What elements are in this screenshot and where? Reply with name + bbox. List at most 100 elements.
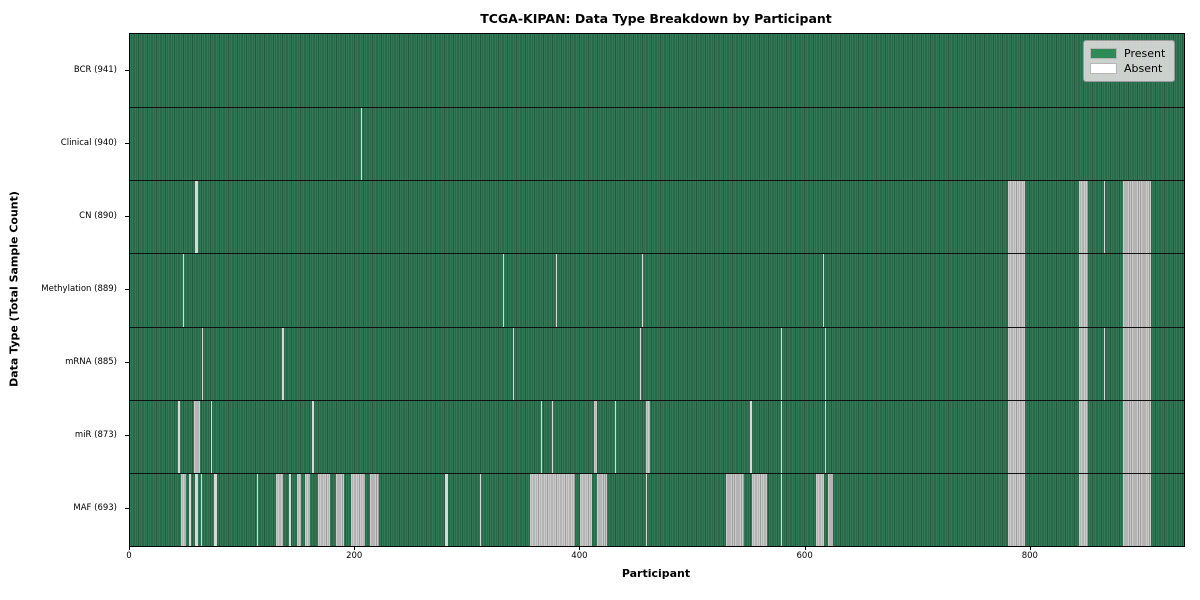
- absent-stripe: [360, 108, 362, 181]
- absent-stripe: [214, 473, 217, 546]
- plot-area: [129, 33, 1185, 547]
- absent-stripe: [645, 473, 647, 546]
- absent-stripe: [312, 400, 314, 473]
- legend-entry-present: Present: [1090, 46, 1167, 61]
- absent-stripe: [640, 327, 642, 400]
- absent-stripe: [815, 473, 824, 546]
- absent-stripe: [336, 473, 344, 546]
- absent-stripe: [202, 327, 204, 400]
- absent-stripe: [178, 400, 180, 473]
- absent-stripe: [580, 473, 592, 546]
- heatmap-row-mir: [130, 399, 1184, 473]
- absent-stripe: [445, 473, 448, 546]
- absent-stripe: [257, 473, 259, 546]
- absent-stripe: [1008, 327, 1026, 400]
- heatmap-row-cn: [130, 180, 1184, 254]
- absent-swatch-icon: [1090, 63, 1117, 74]
- absent-stripe: [725, 473, 744, 546]
- x-tick-mark: [804, 546, 806, 550]
- x-tick-label: 0: [126, 551, 132, 561]
- y-tick-mark: [125, 69, 129, 71]
- absent-stripe: [828, 473, 833, 546]
- y-tick-mark: [125, 142, 129, 144]
- absent-stripe: [276, 473, 284, 546]
- absent-stripe: [1104, 181, 1106, 254]
- legend-label: Present: [1124, 47, 1166, 60]
- chart-title: TCGA-KIPAN: Data Type Breakdown by Parti…: [480, 11, 832, 26]
- absent-stripe: [1123, 327, 1152, 400]
- heatmap-row-bcr: [130, 34, 1184, 108]
- absent-stripe: [194, 400, 200, 473]
- absent-stripe: [304, 473, 311, 546]
- absent-stripe: [1123, 254, 1152, 327]
- absent-stripe: [195, 473, 198, 546]
- absent-stripe: [512, 327, 514, 400]
- absent-stripe: [1079, 400, 1089, 473]
- absent-stripe: [502, 254, 504, 327]
- absent-stripe: [195, 181, 198, 254]
- absent-stripe: [822, 254, 824, 327]
- absent-stripe: [1104, 327, 1106, 400]
- y-tick-mark: [125, 508, 129, 510]
- absent-stripe: [188, 473, 191, 546]
- legend: Present Absent: [1083, 40, 1175, 82]
- y-tick-label: MAF (693): [73, 503, 117, 514]
- legend-entry-absent: Absent: [1090, 61, 1167, 76]
- absent-stripe: [200, 473, 203, 546]
- y-tick-mark: [125, 289, 129, 290]
- absent-stripe: [1008, 181, 1026, 254]
- x-tick-mark: [579, 546, 581, 550]
- absent-stripe: [824, 400, 826, 473]
- x-tick-mark: [129, 546, 130, 550]
- absent-stripe: [182, 254, 185, 327]
- absent-stripe: [480, 473, 482, 546]
- y-tick-label: Methylation (889): [41, 284, 117, 294]
- absent-stripe: [288, 473, 292, 546]
- heatmap-row-mrna: [130, 326, 1184, 400]
- legend-label: Absent: [1124, 62, 1163, 75]
- x-tick-label: 600: [796, 551, 813, 561]
- y-tick-mark: [125, 215, 129, 217]
- absent-stripe: [1079, 473, 1089, 546]
- absent-stripe: [529, 473, 575, 546]
- y-tick-mark: [125, 362, 129, 364]
- x-tick-label: 400: [571, 551, 588, 561]
- absent-stripe: [350, 473, 366, 546]
- absent-stripe: [555, 254, 557, 327]
- absent-stripe: [645, 400, 651, 473]
- x-tick-mark: [354, 546, 356, 550]
- absent-stripe: [1079, 327, 1089, 400]
- absent-stripe: [552, 400, 554, 473]
- absent-stripe: [824, 327, 826, 400]
- absent-stripe: [1079, 181, 1089, 254]
- absent-stripe: [750, 400, 752, 473]
- heatmap-row-methylation: [130, 253, 1184, 327]
- y-tick-label: CN (890): [79, 210, 117, 221]
- absent-stripe: [642, 254, 644, 327]
- absent-stripe: [1008, 473, 1026, 546]
- absent-stripe: [780, 400, 782, 473]
- absent-stripe: [180, 473, 187, 546]
- absent-stripe: [541, 400, 543, 473]
- absent-stripe: [1123, 400, 1152, 473]
- absent-stripe: [369, 473, 379, 546]
- y-tick-label: miR (873): [74, 430, 117, 441]
- absent-stripe: [1079, 254, 1089, 327]
- absent-stripe: [1123, 473, 1152, 546]
- y-axis-label: Data Type (Total Sample Count): [7, 191, 21, 387]
- absent-stripe: [780, 327, 782, 400]
- heatmap-row-maf: [130, 472, 1184, 546]
- absent-stripe: [593, 400, 598, 473]
- y-tick-label: mRNA (885): [65, 357, 117, 368]
- absent-stripe: [211, 400, 213, 473]
- y-tick-label: BCR (941): [73, 64, 117, 75]
- present-swatch-icon: [1090, 48, 1117, 59]
- absent-stripe: [1123, 181, 1152, 254]
- absent-stripe: [597, 473, 608, 546]
- x-tick-label: 200: [346, 551, 363, 561]
- x-axis-label: Participant: [621, 567, 691, 580]
- absent-stripe: [318, 473, 331, 546]
- absent-stripe: [615, 400, 617, 473]
- y-tick-label: Clinical (940): [60, 137, 117, 148]
